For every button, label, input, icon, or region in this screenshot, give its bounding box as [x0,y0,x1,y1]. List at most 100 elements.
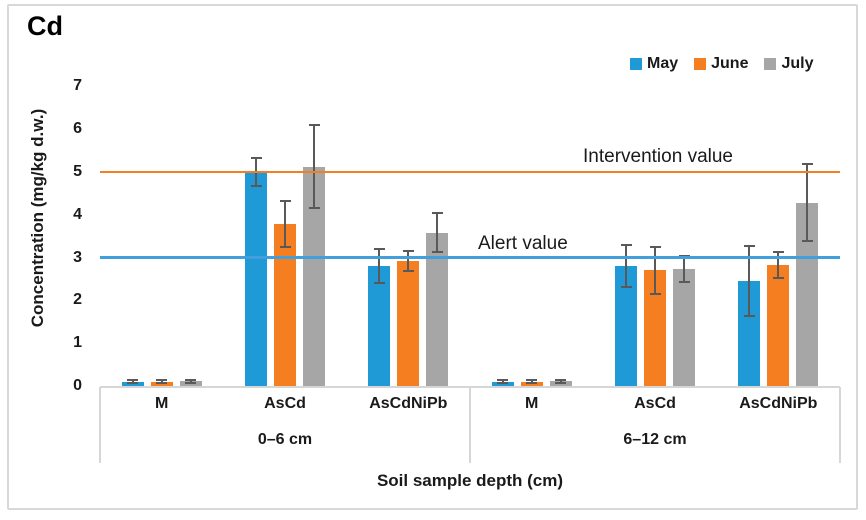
error-bar-cap [555,379,567,381]
error-bar-cap [526,382,538,384]
june-swatch-icon [694,58,707,70]
error-bar-cap [127,382,139,384]
error-bar-cap [431,212,443,215]
error-bar-cap [497,382,509,384]
error-bar-cap [279,200,291,203]
error-bar-cap [801,240,813,243]
error-bar [378,249,381,283]
bar-july-3 [549,381,572,386]
error-bar-cap [185,379,197,381]
error-bar [189,380,192,383]
error-bar [806,164,809,242]
legend-label: May [647,55,679,72]
error-bar [407,251,410,271]
error-bar-cap [620,244,632,247]
error-bar-cap [308,124,320,127]
error-bar [683,255,685,283]
error-bar [559,380,562,383]
y-axis-title: Concentration (mg/kg d.w.) [28,108,47,328]
error-bar-cap [678,254,690,257]
intervention-value-line [100,170,840,174]
error-bar [160,380,163,383]
category-label: AsCd [264,395,306,412]
may-swatch-icon [630,58,642,70]
error-bar-cap [649,292,661,295]
error-bar [501,380,504,383]
error-bar [313,125,315,209]
bar-june-5 [767,264,790,386]
legend-item-may: May [630,55,678,73]
y-tick-label: 4 [73,205,82,223]
bar-july-4 [673,269,695,386]
bar-july-5 [796,202,819,386]
y-tick-label: 0 [73,377,82,394]
bar-may-1 [245,172,267,386]
bar-june-1 [274,224,296,386]
error-bar-cap [250,185,262,188]
error-bar [131,380,134,383]
error-bar-cap [743,245,755,248]
category-divider [99,387,101,463]
error-bar-cap [555,381,567,384]
y-tick-label: 1 [73,334,82,352]
error-bar-cap [801,163,813,166]
error-bar-cap [526,379,538,382]
bar-june-4 [644,270,666,386]
bar-july-1 [303,166,325,386]
legend-item-june: June [694,55,748,73]
legend: May June July [630,55,813,73]
error-bar-cap [373,248,385,251]
error-bar-cap [373,281,385,284]
alert-value-label: Alert value [478,233,568,254]
category-label: AsCdNiPb [369,395,448,412]
y-tick-label: 6 [73,120,82,138]
bar-may-4 [615,266,637,386]
bar-july-2 [426,232,449,386]
error-bar-cap [185,381,197,384]
error-bar [530,380,533,383]
category-divider [839,387,841,463]
y-tick-label: 2 [73,291,82,309]
error-bar-cap [649,245,661,248]
bar-may-2 [368,266,391,386]
july-swatch-icon [764,58,777,70]
error-bar-cap [279,246,291,249]
error-bar-cap [308,207,320,210]
x-axis-title: Soil sample depth (cm) [376,471,564,490]
error-bar-cap [743,315,755,318]
intervention-value-label: Intervention value [583,146,733,167]
category-label: AsCd [634,395,676,412]
error-bar [654,246,656,294]
error-bar-cap [402,250,414,253]
error-bar-cap [156,382,168,384]
error-bar-cap [678,281,690,284]
chart-border [7,4,858,510]
error-bar-cap [772,277,784,280]
bar-may-5 [738,281,761,386]
group-label-0-6cm: 0–6 cm [257,431,313,448]
error-bar-cap [250,156,262,159]
error-bar-cap [431,251,443,254]
category-label: AsCdNiPb [739,395,818,412]
error-bar [748,246,751,317]
error-bar [625,245,627,288]
error-bar-cap [772,250,784,253]
legend-label: June [711,55,749,72]
chart-title: Cd [27,11,63,41]
error-bar-cap [127,379,139,382]
error-bar [777,251,780,279]
error-bar [436,213,439,253]
y-tick-label: 3 [73,248,82,266]
error-bar [284,201,286,248]
error-bar-cap [156,379,168,382]
legend-item-july: July [764,55,813,73]
legend-label: July [781,55,814,72]
alert-value-line [100,256,840,259]
error-bar-cap [620,286,632,289]
y-tick-label: 7 [73,77,82,95]
bar-june-2 [397,261,420,386]
group-label-6-12cm: 6–12 cm [623,431,687,448]
category-label: M [524,395,539,412]
category-divider [469,387,471,463]
